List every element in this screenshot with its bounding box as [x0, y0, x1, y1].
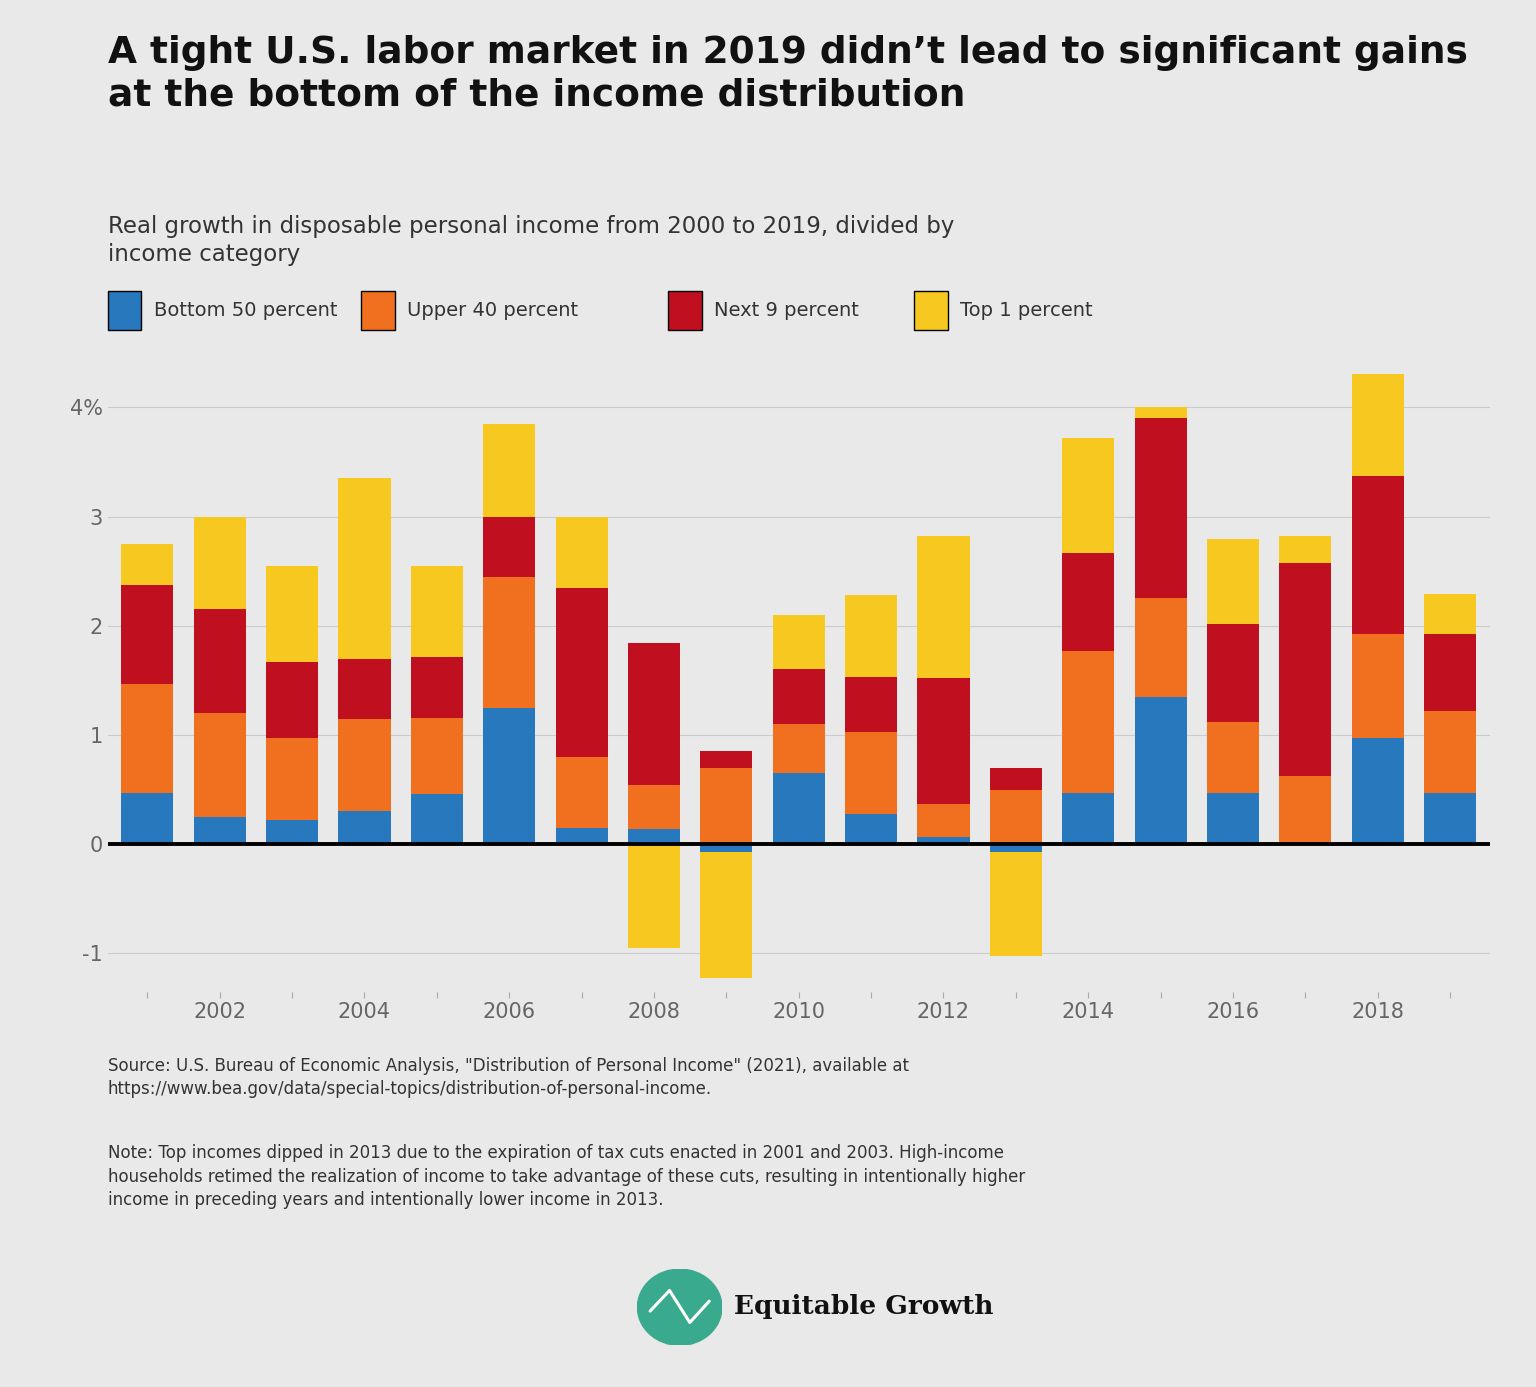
Bar — [556, 828, 608, 845]
Bar — [773, 614, 825, 670]
Bar — [1279, 563, 1332, 777]
Bar — [410, 566, 462, 657]
Bar — [1135, 408, 1187, 419]
Bar — [917, 804, 969, 836]
Bar — [410, 793, 462, 845]
Bar — [1279, 537, 1332, 563]
Text: Source: U.S. Bureau of Economic Analysis, "Distribution of Personal Income" (202: Source: U.S. Bureau of Economic Analysis… — [108, 1057, 908, 1099]
Bar — [556, 757, 608, 828]
Bar — [1135, 696, 1187, 845]
Bar — [121, 544, 174, 585]
Bar — [1352, 476, 1404, 634]
Bar — [410, 657, 462, 717]
Bar — [484, 707, 535, 845]
Bar — [1207, 624, 1260, 721]
Bar — [121, 793, 174, 845]
Bar — [628, 829, 680, 845]
Bar — [700, 768, 753, 845]
Bar — [410, 717, 462, 793]
Bar — [194, 817, 246, 845]
Bar — [1135, 419, 1187, 598]
Bar — [700, 845, 753, 852]
Bar — [1279, 842, 1332, 845]
Bar — [628, 785, 680, 829]
Bar — [989, 845, 1041, 852]
Bar — [700, 752, 753, 768]
Bar — [338, 659, 390, 718]
Bar — [989, 768, 1041, 789]
Bar — [628, 644, 680, 785]
Ellipse shape — [637, 1269, 722, 1345]
Bar — [845, 732, 897, 814]
Text: Upper 40 percent: Upper 40 percent — [407, 301, 578, 320]
Bar — [556, 516, 608, 588]
Text: Equitable Growth: Equitable Growth — [734, 1294, 994, 1319]
Bar — [773, 670, 825, 724]
Bar — [917, 836, 969, 845]
Bar — [917, 678, 969, 804]
Text: Bottom 50 percent: Bottom 50 percent — [154, 301, 336, 320]
Bar — [484, 516, 535, 577]
Bar — [989, 789, 1041, 845]
Bar — [1063, 651, 1114, 793]
Bar — [1207, 540, 1260, 624]
Bar — [1207, 793, 1260, 845]
Bar — [338, 811, 390, 845]
Bar — [1279, 777, 1332, 842]
Bar — [1063, 552, 1114, 651]
Text: Note: Top incomes dipped in 2013 due to the expiration of tax cuts enacted in 20: Note: Top incomes dipped in 2013 due to … — [108, 1144, 1025, 1209]
Bar — [1063, 793, 1114, 845]
Bar — [266, 738, 318, 820]
Bar — [845, 595, 897, 677]
Bar — [1352, 370, 1404, 476]
Bar — [338, 479, 390, 659]
Bar — [338, 718, 390, 811]
Bar — [266, 566, 318, 662]
Text: Top 1 percent: Top 1 percent — [960, 301, 1092, 320]
Bar — [1352, 634, 1404, 738]
Bar — [121, 585, 174, 684]
Bar — [989, 852, 1041, 956]
Text: Real growth in disposable personal income from 2000 to 2019, divided by
income c: Real growth in disposable personal incom… — [108, 215, 954, 266]
Bar — [773, 773, 825, 845]
Bar — [484, 577, 535, 707]
Bar — [1424, 793, 1476, 845]
Bar — [1424, 594, 1476, 634]
Bar — [1135, 598, 1187, 696]
Bar — [194, 609, 246, 713]
Bar — [194, 516, 246, 609]
Bar — [628, 845, 680, 947]
Bar — [1424, 634, 1476, 712]
Bar — [1063, 438, 1114, 552]
Bar — [266, 662, 318, 738]
Bar — [484, 423, 535, 516]
Text: Next 9 percent: Next 9 percent — [714, 301, 859, 320]
Bar — [121, 684, 174, 793]
Bar — [1352, 738, 1404, 845]
Bar — [266, 820, 318, 845]
Bar — [773, 724, 825, 773]
Bar — [700, 852, 753, 978]
Bar — [845, 814, 897, 845]
Text: A tight U.S. labor market in 2019 didn’t lead to significant gains
at the bottom: A tight U.S. labor market in 2019 didn’t… — [108, 35, 1467, 114]
Bar — [845, 677, 897, 732]
Bar — [194, 713, 246, 817]
Bar — [1424, 712, 1476, 793]
Bar — [1207, 721, 1260, 793]
Bar — [556, 588, 608, 757]
Bar — [917, 537, 969, 678]
